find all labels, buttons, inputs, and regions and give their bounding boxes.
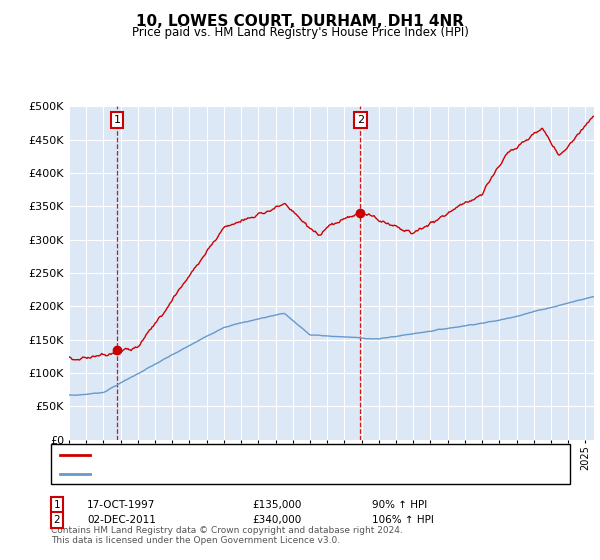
Text: 106% ↑ HPI: 106% ↑ HPI [372,515,434,525]
Text: £135,000: £135,000 [252,500,301,510]
Text: 10, LOWES COURT, DURHAM, DH1 4NR: 10, LOWES COURT, DURHAM, DH1 4NR [136,14,464,29]
Text: £340,000: £340,000 [252,515,301,525]
Text: HPI: Average price, detached house, County Durham: HPI: Average price, detached house, Coun… [96,469,371,478]
Text: 1: 1 [113,115,121,125]
Text: 2: 2 [53,515,61,525]
Text: 90% ↑ HPI: 90% ↑ HPI [372,500,427,510]
Text: 10, LOWES COURT, DURHAM, DH1 4NR (detached house): 10, LOWES COURT, DURHAM, DH1 4NR (detach… [96,450,394,460]
Text: 02-DEC-2011: 02-DEC-2011 [87,515,156,525]
Text: 1: 1 [53,500,61,510]
Text: Contains HM Land Registry data © Crown copyright and database right 2024.: Contains HM Land Registry data © Crown c… [51,526,403,535]
Text: 2: 2 [356,115,364,125]
Text: Price paid vs. HM Land Registry's House Price Index (HPI): Price paid vs. HM Land Registry's House … [131,26,469,39]
Text: 17-OCT-1997: 17-OCT-1997 [87,500,155,510]
Text: This data is licensed under the Open Government Licence v3.0.: This data is licensed under the Open Gov… [51,536,340,545]
